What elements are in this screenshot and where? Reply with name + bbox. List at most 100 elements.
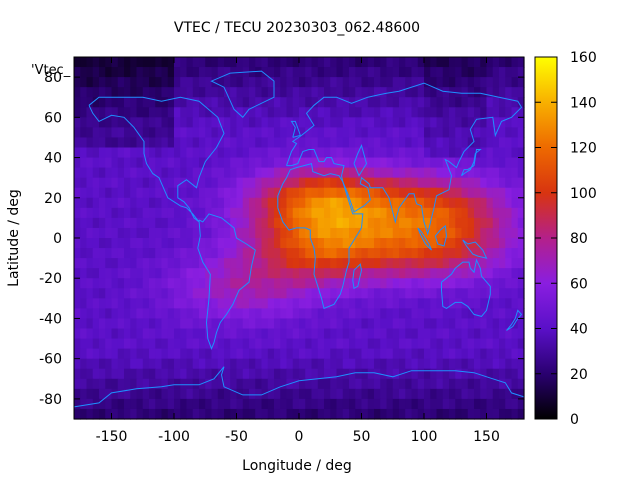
heatmap-cell	[311, 348, 319, 360]
heatmap-cell	[511, 157, 519, 169]
heatmap-cell	[174, 408, 181, 420]
heatmap-cell	[455, 298, 463, 309]
heatmap-cell	[449, 358, 456, 370]
heatmap-cell	[267, 167, 275, 179]
heatmap-cell	[80, 268, 88, 279]
heatmap-cell	[474, 268, 481, 279]
heatmap-cell	[261, 408, 269, 420]
heatmap-cell	[311, 187, 319, 199]
heatmap-cell	[211, 207, 219, 219]
heatmap-cell	[511, 408, 519, 420]
heatmap-cell	[99, 67, 106, 78]
heatmap-cell	[324, 378, 331, 390]
heatmap-cell	[217, 207, 225, 219]
heatmap-cell	[374, 97, 381, 108]
heatmap-cell	[467, 167, 475, 179]
heatmap-cell	[261, 187, 269, 199]
chart-title: VTEC / TECU 20230303_062.48600	[174, 20, 420, 36]
heatmap-cell	[99, 398, 106, 410]
heatmap-cell	[499, 398, 506, 410]
heatmap-cell	[267, 57, 275, 68]
heatmap-cell	[386, 268, 394, 279]
heatmap-cell	[180, 67, 188, 78]
heatmap-cell	[411, 378, 419, 390]
heatmap-cell	[242, 338, 250, 350]
heatmap-cell	[280, 77, 288, 88]
heatmap-cell	[430, 227, 438, 239]
heatmap-cell	[330, 87, 338, 98]
heatmap-cell	[424, 197, 431, 209]
heatmap-cell	[99, 97, 106, 108]
heatmap-cell	[292, 147, 300, 159]
heatmap-cell	[136, 378, 144, 390]
heatmap-cell	[105, 197, 113, 209]
heatmap-cell	[474, 177, 481, 189]
heatmap-cell	[474, 318, 481, 330]
heatmap-cell	[236, 318, 244, 330]
heatmap-cell	[336, 137, 344, 149]
heatmap-cell	[142, 207, 150, 219]
heatmap-cell	[342, 127, 350, 139]
heatmap-cell	[455, 268, 463, 279]
heatmap-cell	[217, 157, 225, 169]
heatmap-cell	[442, 268, 450, 279]
heatmap-cell	[261, 137, 269, 149]
heatmap-cell	[311, 358, 319, 370]
heatmap-cell	[211, 368, 219, 380]
heatmap-cell	[255, 258, 263, 269]
heatmap-cell	[424, 207, 431, 219]
heatmap-cell	[424, 127, 431, 139]
heatmap-cell	[86, 217, 94, 229]
heatmap-cell	[386, 328, 394, 340]
heatmap-cell	[130, 328, 138, 340]
heatmap-cell	[417, 157, 425, 169]
heatmap-cell	[374, 338, 381, 350]
heatmap-cell	[417, 348, 425, 360]
heatmap-cell	[455, 167, 463, 179]
heatmap-cell	[374, 227, 381, 239]
heatmap-cell	[330, 67, 338, 78]
heatmap-cell	[280, 207, 288, 219]
heatmap-cell	[161, 217, 169, 229]
heatmap-cell	[74, 358, 81, 370]
heatmap-cell	[211, 217, 219, 229]
heatmap-cell	[180, 288, 188, 299]
heatmap-cell	[86, 318, 94, 330]
heatmap-cell	[167, 217, 175, 229]
heatmap-cell	[99, 107, 106, 118]
heatmap-cell	[305, 268, 313, 279]
heatmap-cell	[349, 147, 356, 159]
heatmap-cell	[267, 107, 275, 118]
heatmap-cell	[261, 268, 269, 279]
heatmap-cell	[111, 187, 119, 199]
heatmap-cell	[492, 177, 500, 189]
heatmap-cell	[355, 338, 363, 350]
heatmap-cell	[136, 157, 144, 169]
heatmap-cell	[99, 238, 106, 249]
heatmap-cell	[80, 97, 88, 108]
heatmap-cell	[80, 388, 88, 400]
heatmap-cell	[205, 147, 213, 159]
heatmap-cell	[117, 398, 125, 410]
heatmap-cell	[361, 127, 369, 139]
heatmap-cell	[155, 278, 163, 289]
heatmap-cell	[499, 217, 506, 229]
heatmap-cell	[317, 117, 325, 128]
heatmap-cell	[80, 177, 88, 189]
heatmap-cell	[80, 167, 88, 179]
heatmap-cell	[267, 268, 275, 279]
heatmap-cell	[249, 398, 256, 410]
heatmap-cell	[155, 117, 163, 128]
heatmap-cell	[292, 127, 300, 139]
heatmap-cell	[211, 167, 219, 179]
heatmap-cell	[255, 248, 263, 259]
heatmap-cell	[124, 338, 131, 350]
heatmap-cell	[80, 157, 88, 169]
heatmap-cell	[105, 268, 113, 279]
heatmap-cell	[324, 258, 331, 269]
heatmap-cell	[167, 378, 175, 390]
heatmap-cell	[380, 238, 388, 249]
heatmap-cell	[167, 67, 175, 78]
heatmap-cell	[161, 238, 169, 249]
